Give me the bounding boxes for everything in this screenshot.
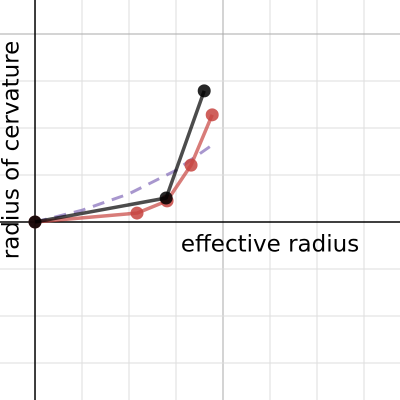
point [28, 215, 42, 229]
series-line [34, 141, 216, 224]
plot [28, 84, 219, 229]
point [197, 84, 211, 98]
point [184, 158, 198, 172]
point [130, 206, 144, 220]
point [159, 191, 173, 205]
y-axis-label: radius of cervature [0, 41, 25, 260]
point [205, 108, 219, 122]
series-line [34, 90, 206, 224]
x-axis-label: effective radius [181, 232, 359, 258]
